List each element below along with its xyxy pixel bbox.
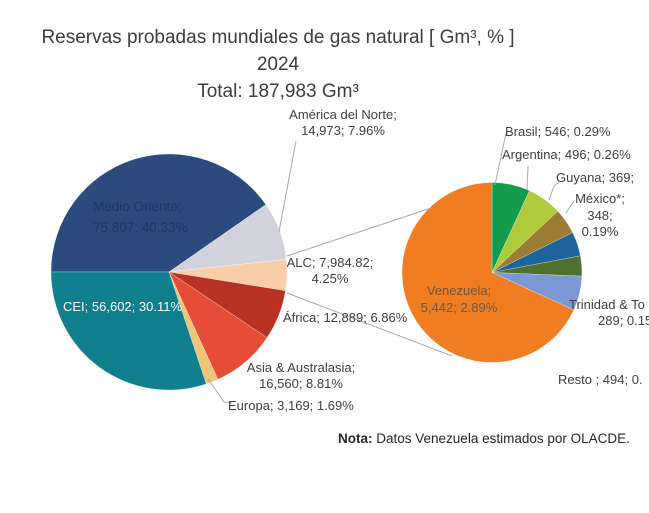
- leader-brasil: [494, 132, 507, 186]
- leader-mexico: [565, 200, 575, 214]
- slice-medio-oriente: [50, 153, 267, 273]
- title-line-year: 2024: [256, 54, 300, 75]
- leader-guyana: [548, 181, 560, 201]
- label-cei: CEI; 56,602; 30.11%: [63, 299, 183, 314]
- label-brasil: Brasil; 546; 0.29%: [505, 124, 611, 139]
- slice-venezuela: [401, 182, 575, 363]
- detail-pie: [401, 182, 583, 363]
- title-line-total: Total: 187,983 Gm³: [197, 81, 359, 102]
- label-mexico: México*; 348; 0.19%: [575, 191, 625, 239]
- label-america-del-norte: América del Norte; 14,973; 7.96%: [289, 107, 397, 138]
- label-resto: Resto ; 494; 0.: [558, 372, 643, 387]
- title-line-main: Reservas probadas mundiales de gas natur…: [41, 27, 515, 48]
- footnote-text: Datos Venezuela estimados por OLACDE.: [372, 431, 630, 446]
- footnote-prefix: Nota:: [338, 431, 373, 446]
- leader-america-del-norte: [278, 140, 297, 233]
- label-trinidad-tobago-line2: 289; 0.15: [598, 313, 649, 328]
- footnote: Nota: Datos Venezuela estimados por OLAC…: [338, 431, 630, 446]
- leader-argentina: [526, 165, 529, 191]
- label-alc: ALC; 7,984.82; 4.25%: [286, 255, 374, 286]
- leader-lines: [207, 132, 575, 404]
- chart-title: Reservas probadas mundiales de gas natur…: [0, 24, 556, 105]
- label-argentina: Argentina; 496; 0.26%: [502, 147, 631, 162]
- label-guyana: Guyana; 369;: [556, 170, 635, 185]
- label-trinidad-tobago-line1: Trinidad & To: [569, 297, 645, 312]
- slice-cei: [50, 271, 207, 391]
- label-europa: Europa; 3,169; 1.69%: [228, 398, 354, 413]
- connector-line-bottom: [286, 292, 453, 357]
- label-africa: África; 12,889; 6.86%: [283, 310, 408, 325]
- label-asia-australasia: Asia & Australasia; 16,560; 8.81%: [246, 360, 356, 391]
- leader-europa: [207, 378, 233, 404]
- label-medio-oriente: Medio Oriente; 75,807; 40.33%: [93, 199, 188, 235]
- label-venezuela: Venezuela; 5,442; 2.89%: [420, 283, 498, 315]
- main-pie: [50, 153, 288, 391]
